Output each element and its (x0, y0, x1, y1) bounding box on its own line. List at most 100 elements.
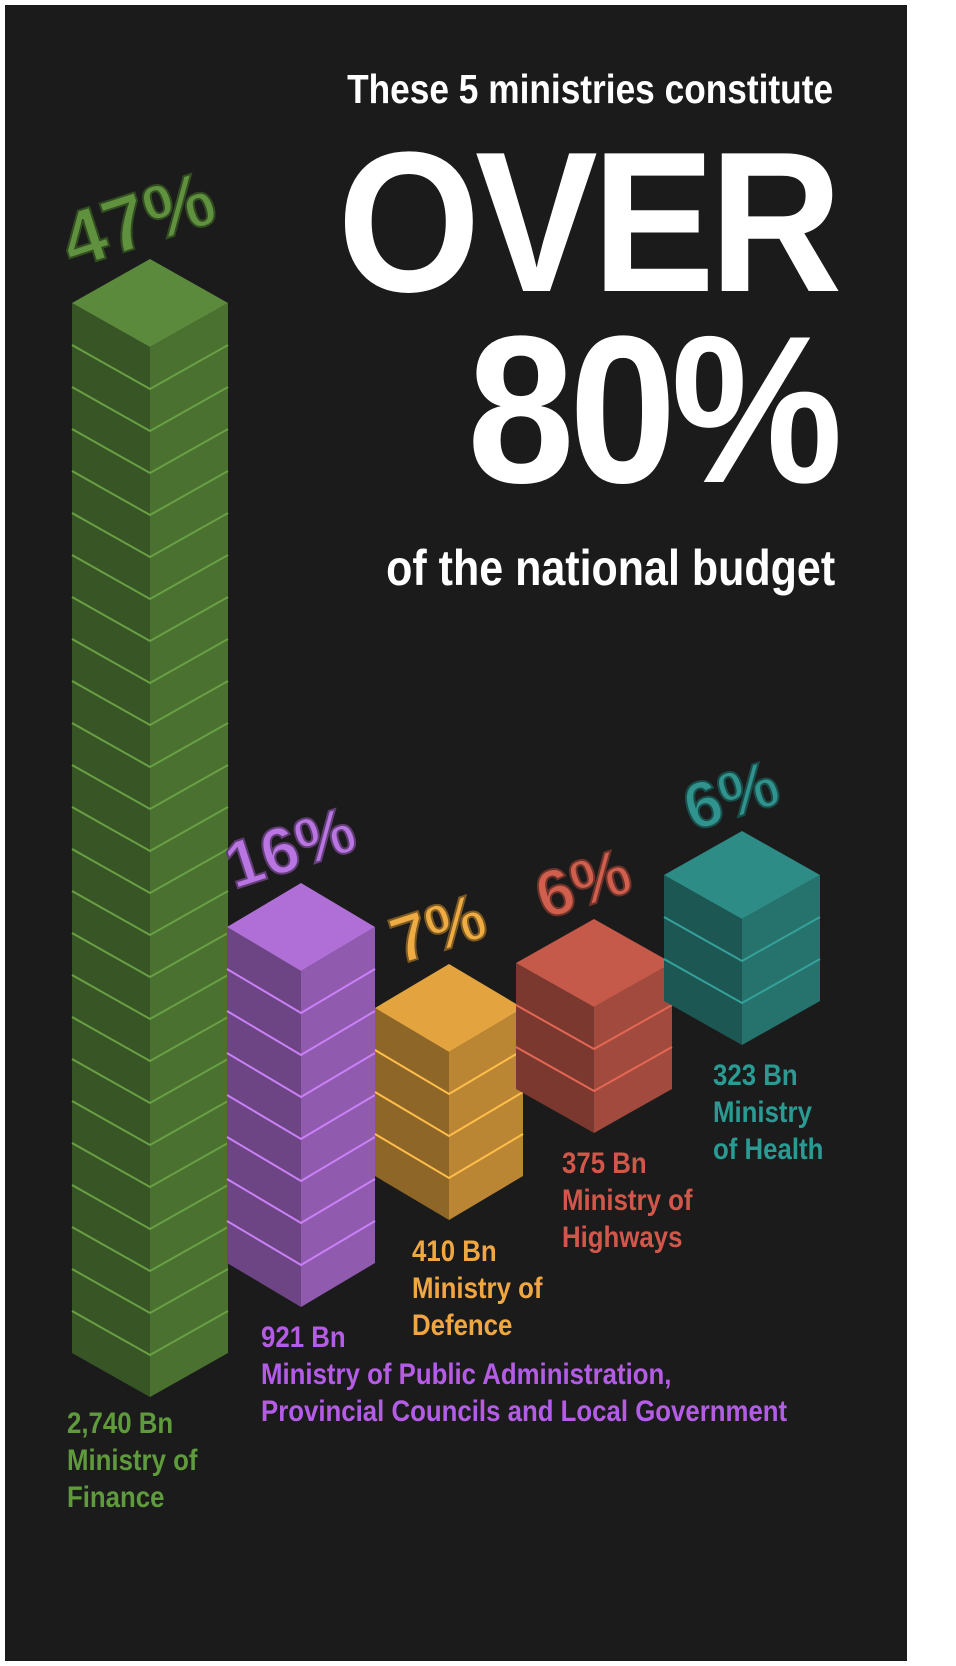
bar-block-seam (71, 890, 229, 937)
bar-amount: 410 Bn (412, 1235, 497, 1268)
bar-block-left-face (72, 1185, 150, 1271)
bar-block-right-face (150, 513, 228, 599)
bar-block-left-face (72, 1311, 150, 1397)
bar-block-right-face (150, 639, 228, 725)
bar-public-administration: 16% (215, 791, 376, 1307)
infographic-canvas: These 5 ministries constitute OVER 80% o… (5, 5, 907, 1661)
bar-block-seam (226, 1178, 376, 1225)
bar-block-left-face (227, 1095, 301, 1181)
bar-block-seam (71, 596, 229, 643)
bar-block-seam (374, 1091, 524, 1138)
bar-top-face (227, 883, 375, 971)
bar-block-left-face (72, 1269, 150, 1355)
bar-block-right-face (301, 1011, 375, 1097)
bar-amount: 2,740 Bn (67, 1407, 174, 1440)
bar-block-seam (71, 638, 229, 685)
bar-name-line: Defence (412, 1309, 513, 1342)
bar-name-line: Provincial Councils and Local Government (261, 1395, 788, 1428)
bar-block-seam (71, 806, 229, 853)
bar-block-left-face (72, 723, 150, 809)
bar-block-seam (71, 722, 229, 769)
bar-block-left-face (72, 303, 150, 389)
bar-block-right-face (150, 1311, 228, 1397)
bar-block-right-face (150, 849, 228, 935)
bar-health: 6% (663, 744, 821, 1045)
bar-name-line: Finance (67, 1481, 165, 1514)
bar-block-left-face (375, 1008, 449, 1094)
bar-block-right-face (150, 1059, 228, 1145)
bar-block-right-face (150, 1017, 228, 1103)
bar-label-highways: 375 Bn Ministry of Highways (562, 1145, 692, 1256)
headline-top: These 5 ministries constitute (347, 66, 833, 112)
bar-block-seam (71, 428, 229, 475)
bar-block-right-face (150, 1185, 228, 1271)
bar-amount: 921 Bn (261, 1321, 346, 1354)
bar-block-seam (663, 958, 821, 1005)
bar-block-left-face (72, 1227, 150, 1313)
bar-block-left-face (664, 917, 742, 1003)
bar-defence: 7% (374, 877, 524, 1220)
headline-over: OVER (337, 111, 843, 334)
bar-block-seam (226, 1094, 376, 1141)
bar-block-right-face (449, 1008, 523, 1094)
bar-block-seam (71, 680, 229, 727)
bar-block-left-face (227, 1011, 301, 1097)
bar-block-right-face (150, 471, 228, 557)
bar-percent-label: 47% (50, 153, 226, 285)
bar-block-right-face (301, 1221, 375, 1307)
bar-block-left-face (72, 681, 150, 767)
bar-block-left-face (72, 513, 150, 599)
bar-block-left-face (72, 345, 150, 431)
bar-block-seam (226, 1010, 376, 1057)
bar-block-left-face (227, 969, 301, 1055)
bar-block-left-face (227, 927, 301, 1013)
bar-block-left-face (227, 1179, 301, 1265)
bar-block-right-face (594, 1047, 672, 1133)
bar-top-face (72, 259, 228, 347)
bar-block-right-face (150, 891, 228, 977)
bar-label-public-administration: 921 Bn Ministry of Public Administration… (261, 1319, 787, 1430)
bar-highways: 6% (515, 832, 673, 1133)
bar-label-defence: 410 Bn Ministry of Defence (412, 1233, 542, 1344)
bar-block-right-face (301, 1053, 375, 1139)
bar-amount: 323 Bn (713, 1059, 798, 1092)
bar-name-line: Ministry of (412, 1272, 543, 1305)
bar-block-left-face (72, 1143, 150, 1229)
bar-block-seam (663, 916, 821, 963)
bar-block-left-face (516, 963, 594, 1049)
bar-percent-label: 16% (216, 792, 365, 903)
headline-percent: 80% (466, 292, 843, 527)
bar-block-right-face (301, 1179, 375, 1265)
bar-name-line: Ministry of (67, 1444, 198, 1477)
bar-top-face (516, 919, 672, 1007)
bar-amount: 375 Bn (562, 1147, 647, 1180)
bar-block-seam (71, 932, 229, 979)
bar-block-seam (226, 1136, 376, 1183)
bar-block-seam (71, 1058, 229, 1105)
bar-block-left-face (72, 597, 150, 683)
bar-block-right-face (150, 681, 228, 767)
bar-block-seam (71, 386, 229, 433)
bar-block-left-face (375, 1050, 449, 1136)
bar-block-left-face (72, 387, 150, 473)
bar-block-left-face (72, 933, 150, 1019)
bar-block-right-face (449, 1134, 523, 1220)
bar-block-right-face (449, 1092, 523, 1178)
bar-block-left-face (72, 849, 150, 935)
bar-block-left-face (227, 1221, 301, 1307)
bar-block-right-face (150, 975, 228, 1061)
bar-block-right-face (594, 1005, 672, 1091)
bar-block-seam (71, 1268, 229, 1315)
bar-block-seam (71, 1100, 229, 1147)
bar-block-right-face (150, 429, 228, 515)
bar-block-seam (71, 470, 229, 517)
bar-name-line: Ministry (713, 1096, 812, 1129)
bar-top-face (375, 964, 523, 1052)
bar-block-left-face (72, 975, 150, 1061)
bar-label-health: 323 Bn Ministry of Health (713, 1057, 823, 1168)
bar-block-right-face (150, 933, 228, 1019)
bar-block-left-face (664, 875, 742, 961)
bar-block-right-face (150, 1143, 228, 1229)
bar-top-face (664, 831, 820, 919)
bar-chart: 47% 16%7% 6% 6% (49, 152, 821, 1397)
